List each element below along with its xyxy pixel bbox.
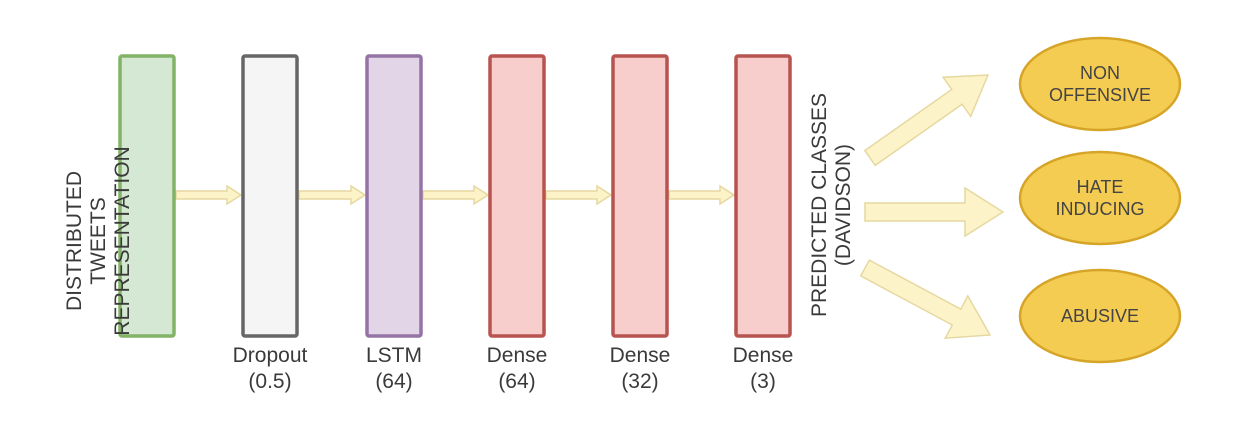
class-label-abusive: ABUSIVE — [1020, 305, 1180, 327]
class-label-line: HATE — [1076, 177, 1124, 197]
lstm-layer — [365, 54, 423, 338]
class-label-line: NON — [1080, 63, 1120, 83]
output-arrows — [859, 74, 1005, 340]
output-label: PREDICTED CLASSES (DAVIDSON) — [802, 65, 862, 345]
dense-64-layer — [488, 54, 546, 338]
layer-label-dense-32: Dense (32) — [585, 343, 695, 395]
class-ellipse-abusive — [1018, 268, 1182, 364]
flow-arrow — [298, 184, 367, 206]
input-label-line: REPRESENTATION — [111, 146, 134, 336]
layer-label-lstm: LSTM (64) — [339, 343, 449, 395]
layer-name: Dense — [486, 344, 548, 367]
class-label-line: INDUCING — [1055, 199, 1145, 219]
class-ellipses — [1018, 36, 1182, 364]
flow-arrow — [668, 184, 736, 206]
input-label: DISTRIBUTED TWEETS REPRESENTATION — [57, 91, 141, 391]
arrow-to-abusive — [859, 259, 992, 340]
layer-name: Dropout — [232, 344, 308, 367]
layer-stack — [118, 54, 792, 338]
input-label-line: TWEETS — [87, 197, 110, 285]
layer-label-dropout: Dropout (0.5) — [215, 343, 325, 395]
layer-param: (32) — [621, 370, 659, 393]
layer-param: (0.5) — [248, 370, 292, 393]
arrow-to-non-offensive — [863, 74, 990, 167]
layer-label-dense-64: Dense (64) — [462, 343, 572, 395]
layer-param: (64) — [375, 370, 413, 393]
class-label-hate-inducing: HATE INDUCING — [1020, 176, 1180, 220]
class-ellipse-non-offensive — [1018, 36, 1182, 132]
layer-label-dense-3: Dense (3) — [708, 343, 818, 395]
arrow-to-hate-inducing — [864, 186, 1005, 238]
dense-3-layer — [734, 54, 792, 338]
layer-name: LSTM — [365, 344, 422, 367]
output-label-line: PREDICTED CLASSES — [808, 92, 831, 318]
layer-param: (3) — [750, 370, 776, 393]
layer-name: Dense — [732, 344, 794, 367]
layer-param: (64) — [498, 370, 536, 393]
layer-name: Dense — [609, 344, 671, 367]
flow-arrows — [175, 184, 736, 206]
input-layer — [118, 54, 176, 338]
class-ellipse-hate-inducing — [1018, 150, 1182, 246]
flow-arrow — [422, 184, 490, 206]
flow-arrow — [545, 184, 613, 206]
dropout-layer — [241, 54, 299, 338]
class-label-line: ABUSIVE — [1060, 306, 1140, 326]
flow-arrow — [175, 184, 243, 206]
input-label-line: DISTRIBUTED — [63, 171, 86, 312]
class-label-non-offensive: NON OFFENSIVE — [1020, 62, 1180, 106]
dense-32-layer — [611, 54, 669, 338]
class-label-line: OFFENSIVE — [1048, 85, 1151, 105]
output-label-line: (DAVIDSON) — [832, 143, 855, 267]
